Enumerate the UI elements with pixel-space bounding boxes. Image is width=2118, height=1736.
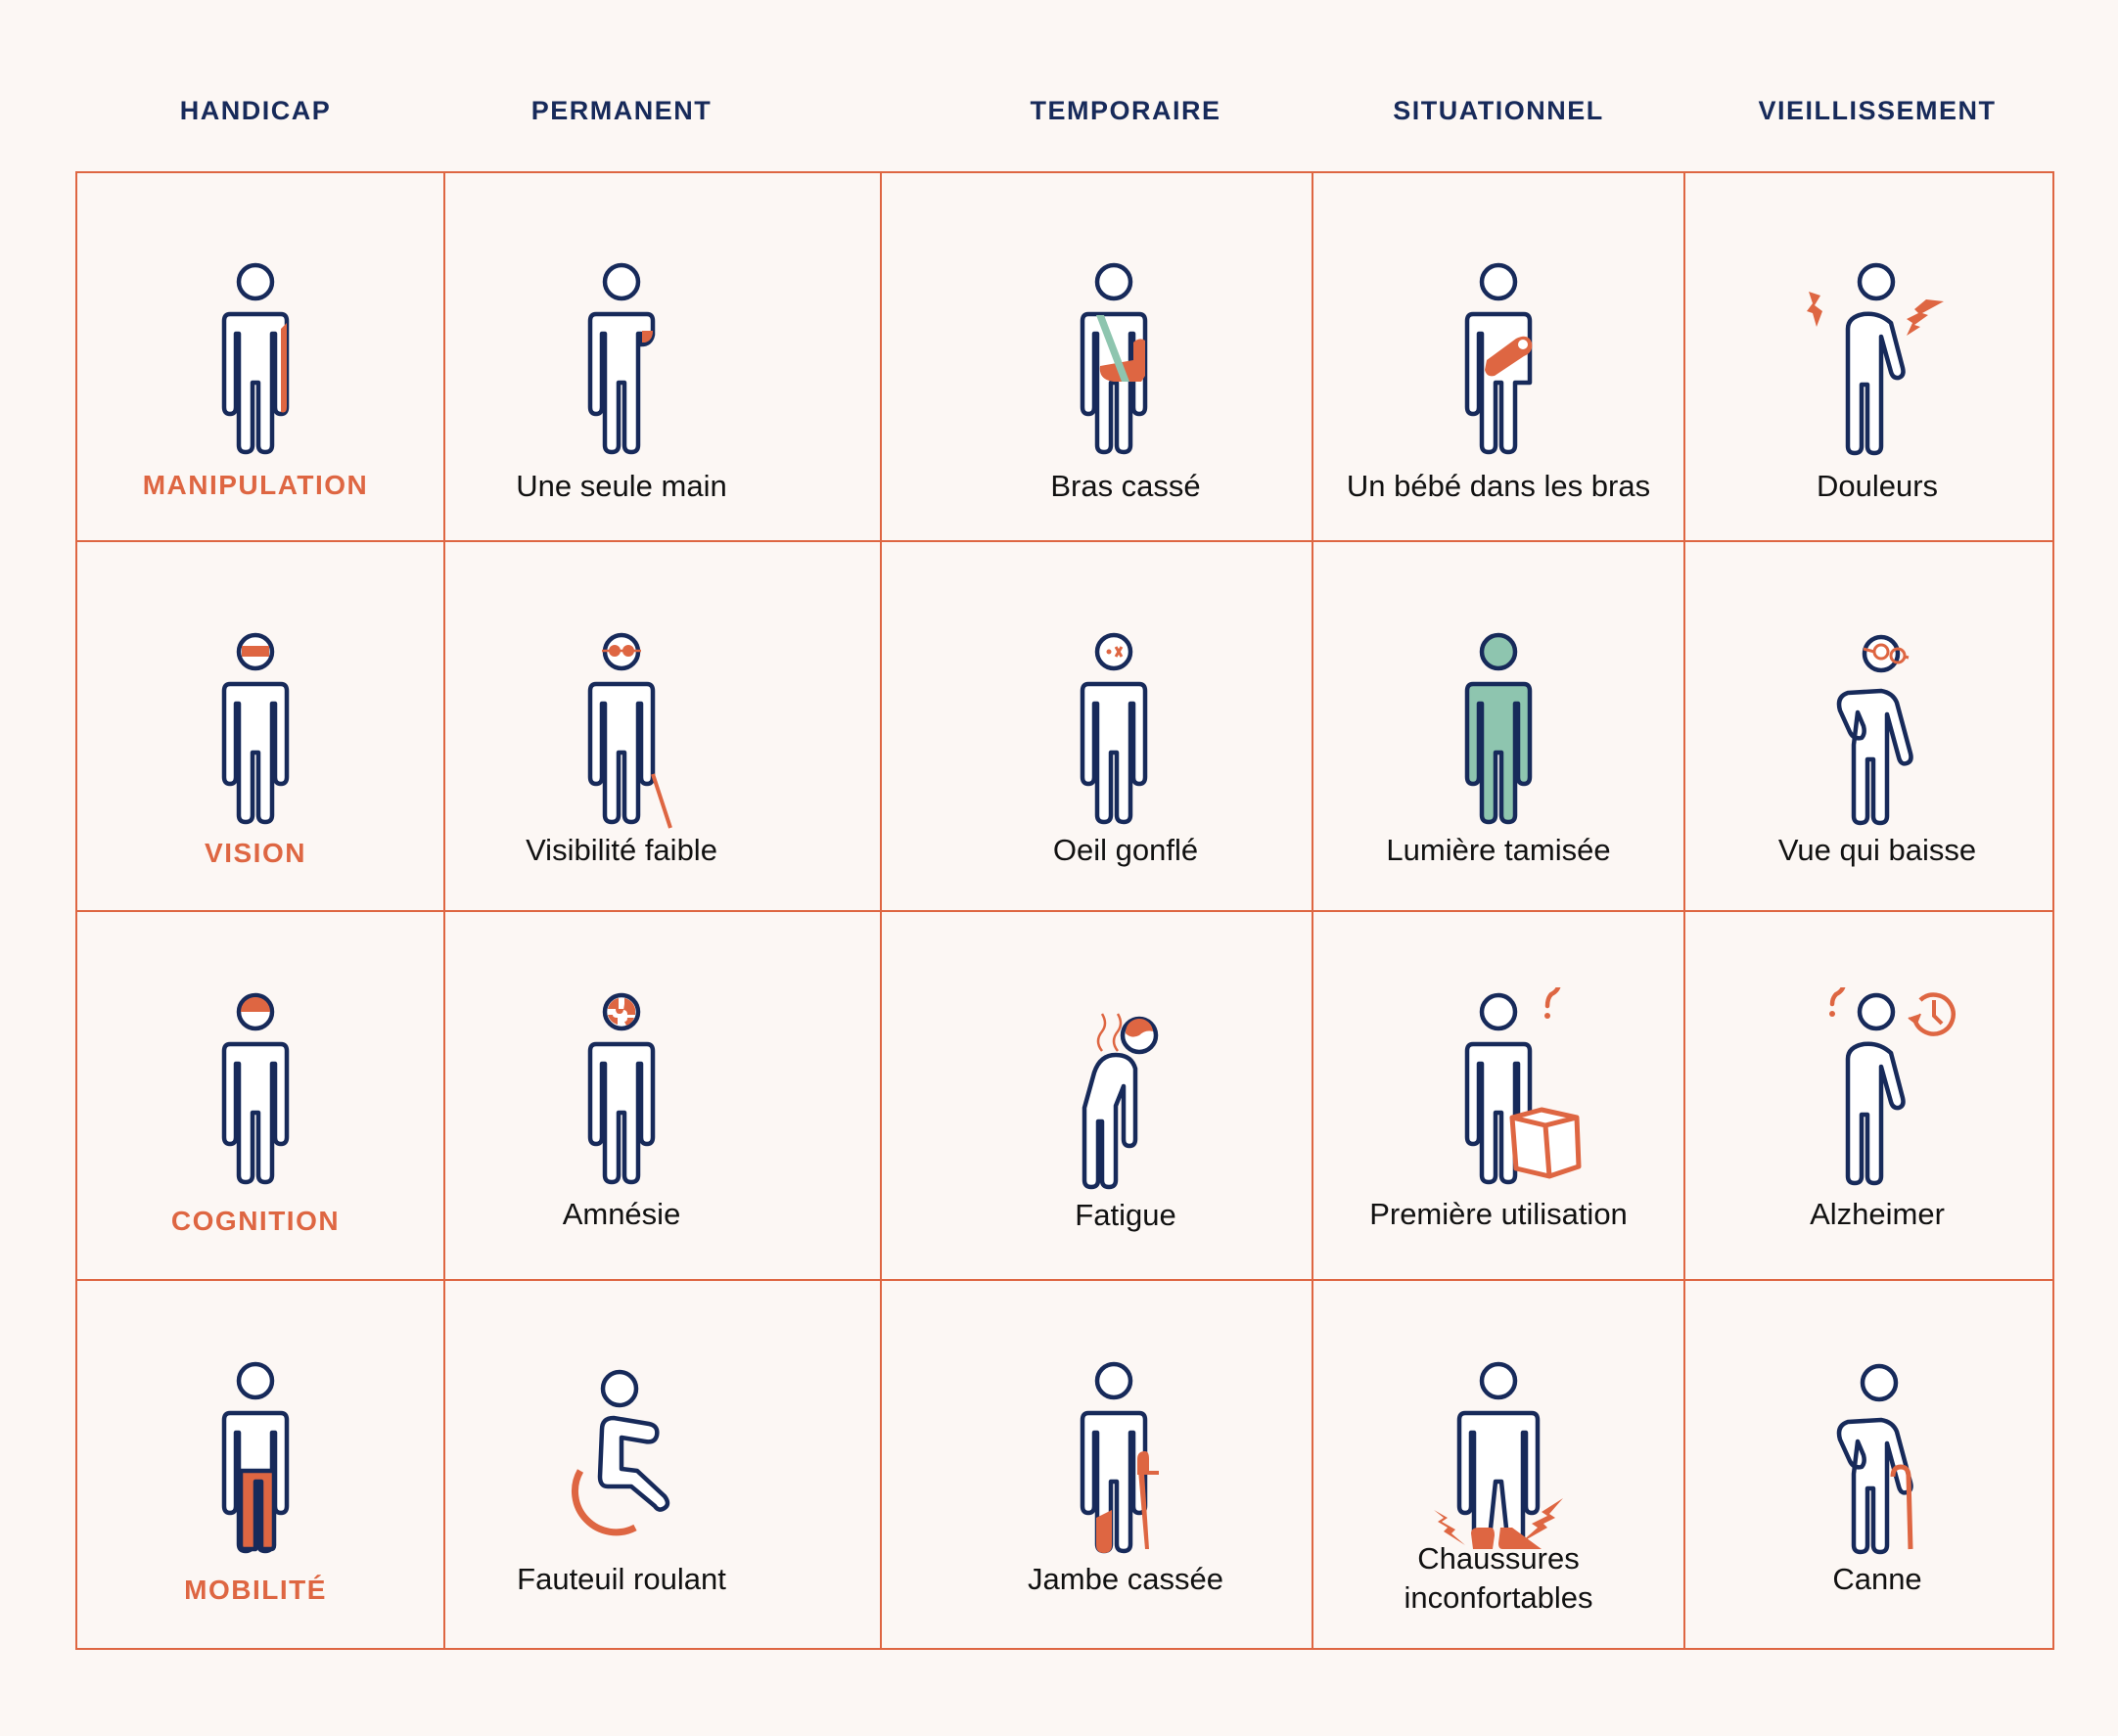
- cell-label: Oeil gonflé: [1052, 833, 1199, 867]
- one-hand-figure-icon: [524, 257, 719, 473]
- header-permanent: PERMANENT: [530, 96, 713, 125]
- cell-label: Canne: [1832, 1562, 1922, 1596]
- cell-label: Alzheimer: [1810, 1197, 1945, 1231]
- category-label: COGNITION: [170, 1206, 341, 1236]
- cell-label: Une seule main: [516, 469, 727, 503]
- cell-label: Douleurs: [1816, 469, 1939, 503]
- cell-label: Jambe cassée: [1028, 1562, 1223, 1596]
- tired-figure-icon: [1016, 987, 1212, 1203]
- grid-divider: [75, 540, 2054, 542]
- category-label: MANIPULATION: [142, 470, 369, 500]
- cell-label: Visibilité faible: [526, 833, 717, 867]
- cell-label: Amnésie: [562, 1197, 681, 1231]
- category-label: MOBILITÉ: [184, 1575, 327, 1605]
- new-box-question-figure-icon: [1401, 970, 1596, 1203]
- walking-cane-figure-icon: [1779, 1356, 1975, 1572]
- broken-leg-crutch-figure-icon: [1016, 1356, 1212, 1572]
- cell-label: Première utilisation: [1369, 1197, 1628, 1231]
- grid-divider: [75, 910, 2054, 912]
- header-temporaire: TEMPORAIRE: [1030, 96, 1221, 125]
- arm-highlight-figure-icon: [158, 257, 353, 473]
- blind-cane-glasses-figure-icon: [524, 627, 719, 843]
- cell-label: Fauteuil roulant: [517, 1562, 726, 1596]
- reading-glasses-figure-icon: [1779, 627, 1975, 843]
- swollen-eye-figure-icon: [1016, 627, 1212, 843]
- broken-arm-sling-figure-icon: [1016, 257, 1212, 473]
- cell-label: Un bébé dans les bras: [1346, 469, 1651, 503]
- legs-highlight-figure-icon: [158, 1356, 353, 1572]
- uncomfortable-shoes-figure-icon: [1401, 1356, 1596, 1572]
- eyes-highlight-figure-icon: [158, 627, 353, 843]
- wheelchair-icon: [524, 1356, 719, 1572]
- cell-label: Vue qui baisse: [1777, 833, 1977, 867]
- pain-lightning-figure-icon: [1779, 257, 1975, 473]
- header-situationnel: SITUATIONNEL: [1393, 96, 1604, 125]
- category-label: VISION: [205, 838, 306, 868]
- cell-label: Bras cassé: [1050, 469, 1201, 503]
- cell-label: Lumière tamisée: [1386, 833, 1611, 867]
- brain-highlight-figure-icon: [158, 987, 353, 1203]
- dim-light-figure-icon: [1401, 627, 1596, 843]
- cell-label: Chaussures inconfortables: [1404, 1541, 1593, 1615]
- question-clock-figure-icon: [1779, 970, 1975, 1203]
- header-vieillissement: VIEILLISSEMENT: [1758, 96, 1997, 125]
- puzzle-head-figure-icon: [524, 987, 719, 1203]
- cell-label: Fatigue: [1075, 1198, 1176, 1232]
- header-handicap: HANDICAP: [179, 96, 332, 125]
- holding-baby-figure-icon: [1401, 257, 1596, 473]
- grid-divider: [75, 1279, 2054, 1281]
